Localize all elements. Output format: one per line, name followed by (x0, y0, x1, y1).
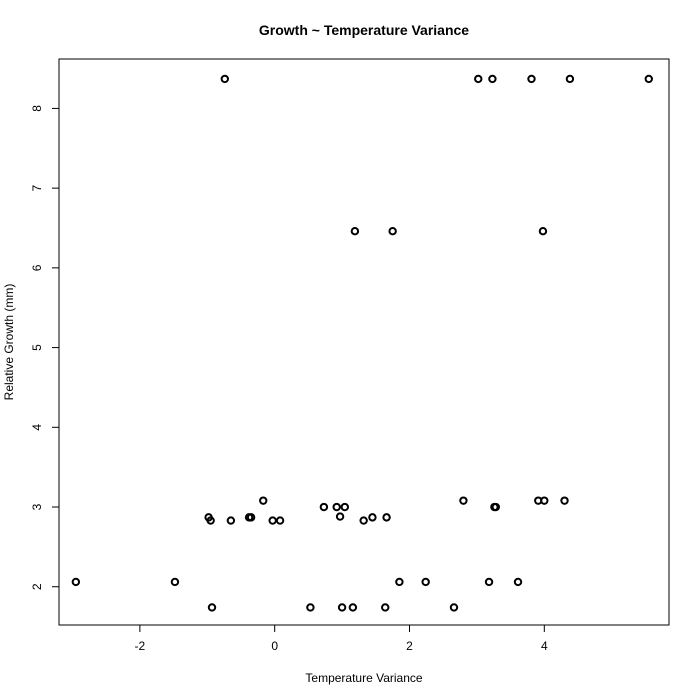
data-point (332, 502, 341, 512)
data-point (335, 512, 345, 521)
data-point (540, 496, 549, 505)
x-tick-label: 0 (271, 639, 278, 653)
data-point (381, 603, 390, 612)
data-point (268, 516, 277, 525)
data-point (306, 603, 315, 612)
y-tick-label: 7 (30, 184, 44, 191)
data-point (565, 74, 575, 84)
data-point (491, 502, 500, 512)
x-tick-label: 4 (541, 639, 548, 653)
data-point (538, 226, 548, 236)
data-point (319, 502, 329, 512)
data-point (644, 74, 653, 84)
data-points (71, 74, 653, 612)
plot-area (58, 58, 670, 626)
x-axis-label: Temperature Variance (305, 671, 422, 685)
y-axis: 2 3 4 5 6 7 8 (30, 105, 60, 590)
data-point (246, 513, 256, 522)
data-point (395, 577, 404, 587)
y-tick-label: 8 (30, 105, 44, 112)
data-point (340, 502, 349, 512)
data-point (388, 226, 397, 236)
data-point (259, 496, 268, 505)
data-point (560, 496, 569, 505)
data-point (368, 513, 377, 522)
data-point (449, 603, 459, 612)
data-point (220, 74, 230, 84)
x-tick-label: -2 (135, 639, 146, 653)
data-point (459, 496, 468, 505)
data-point (226, 516, 236, 525)
data-point (337, 603, 347, 612)
data-point (71, 577, 81, 587)
data-point (488, 74, 497, 84)
data-point (382, 513, 391, 522)
data-point (207, 603, 217, 612)
y-tick-label: 2 (30, 583, 44, 590)
data-point (359, 516, 368, 525)
data-point (484, 577, 494, 587)
y-tick-label: 3 (30, 503, 44, 510)
data-point (348, 603, 358, 612)
y-tick-label: 4 (30, 424, 44, 431)
data-point (527, 74, 536, 84)
data-point (170, 577, 180, 587)
y-tick-label: 6 (30, 264, 44, 271)
data-point (421, 577, 430, 587)
x-tick-label: 2 (406, 639, 413, 653)
data-point (350, 226, 360, 236)
y-axis-label: Relative Growth (mm) (2, 284, 16, 401)
data-point (206, 516, 215, 525)
data-point (513, 577, 523, 587)
data-point (275, 516, 285, 525)
x-axis: -2 0 2 4 (135, 624, 548, 653)
y-tick-label: 5 (30, 344, 44, 351)
data-point (474, 74, 483, 84)
chart-title: Growth ~ Temperature Variance (259, 22, 469, 38)
